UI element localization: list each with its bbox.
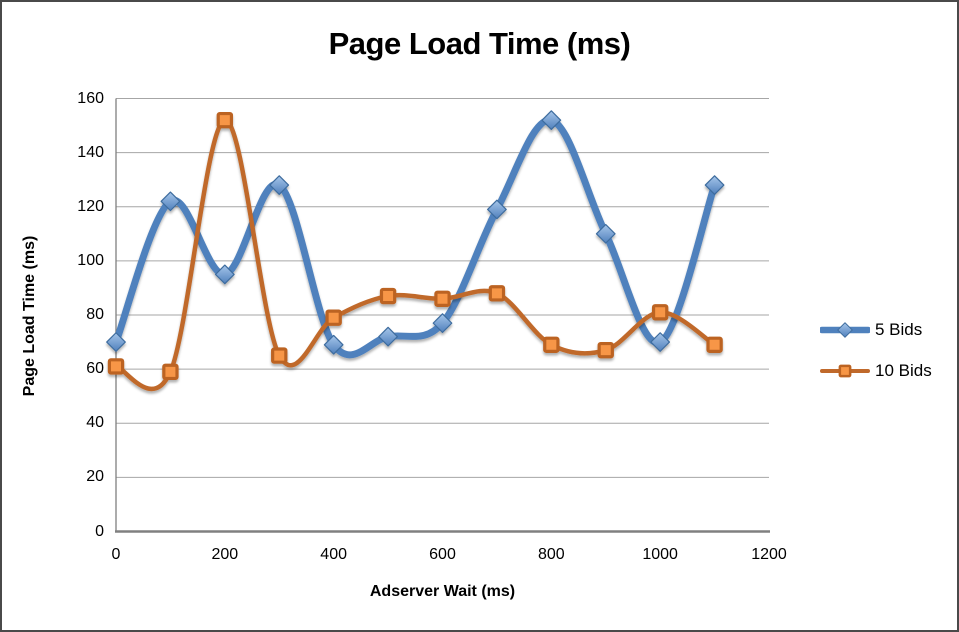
series-10-bids-swatch-icon [820,364,870,378]
legend: 5 Bids 10 Bids [820,320,932,381]
y-tick-label: 100 [77,251,104,269]
series-5-bids-swatch-icon [820,322,870,338]
y-tick-label: 140 [77,143,104,161]
y-tick-label: 80 [86,306,104,323]
y-tick-label: 60 [86,360,104,378]
x-tick-label: 1200 [751,546,787,563]
y-tick-label: 160 [77,89,104,107]
legend-entry-5-bids: 5 Bids [820,320,932,340]
y-tick-label: 0 [95,522,104,540]
x-tick-label: 0 [111,546,121,563]
x-tick-label: 800 [537,546,565,563]
x-tick-label: 400 [320,546,347,563]
y-tick-label: 40 [86,414,104,432]
legend-label: 5 Bids [875,320,923,339]
x-tick-label: 200 [211,546,239,563]
x-tick-label: 600 [429,546,456,563]
legend-label: 10 Bids [875,361,932,380]
chart-title: Page Load Time (ms) [328,26,631,61]
x-axis-title: Adserver Wait (ms) [369,583,516,600]
x-tick-label: 1000 [642,546,678,563]
legend-entry-10-bids: 10 Bids [820,361,932,381]
y-tick-label: 120 [77,197,104,215]
y-tick-label: 20 [86,468,104,486]
